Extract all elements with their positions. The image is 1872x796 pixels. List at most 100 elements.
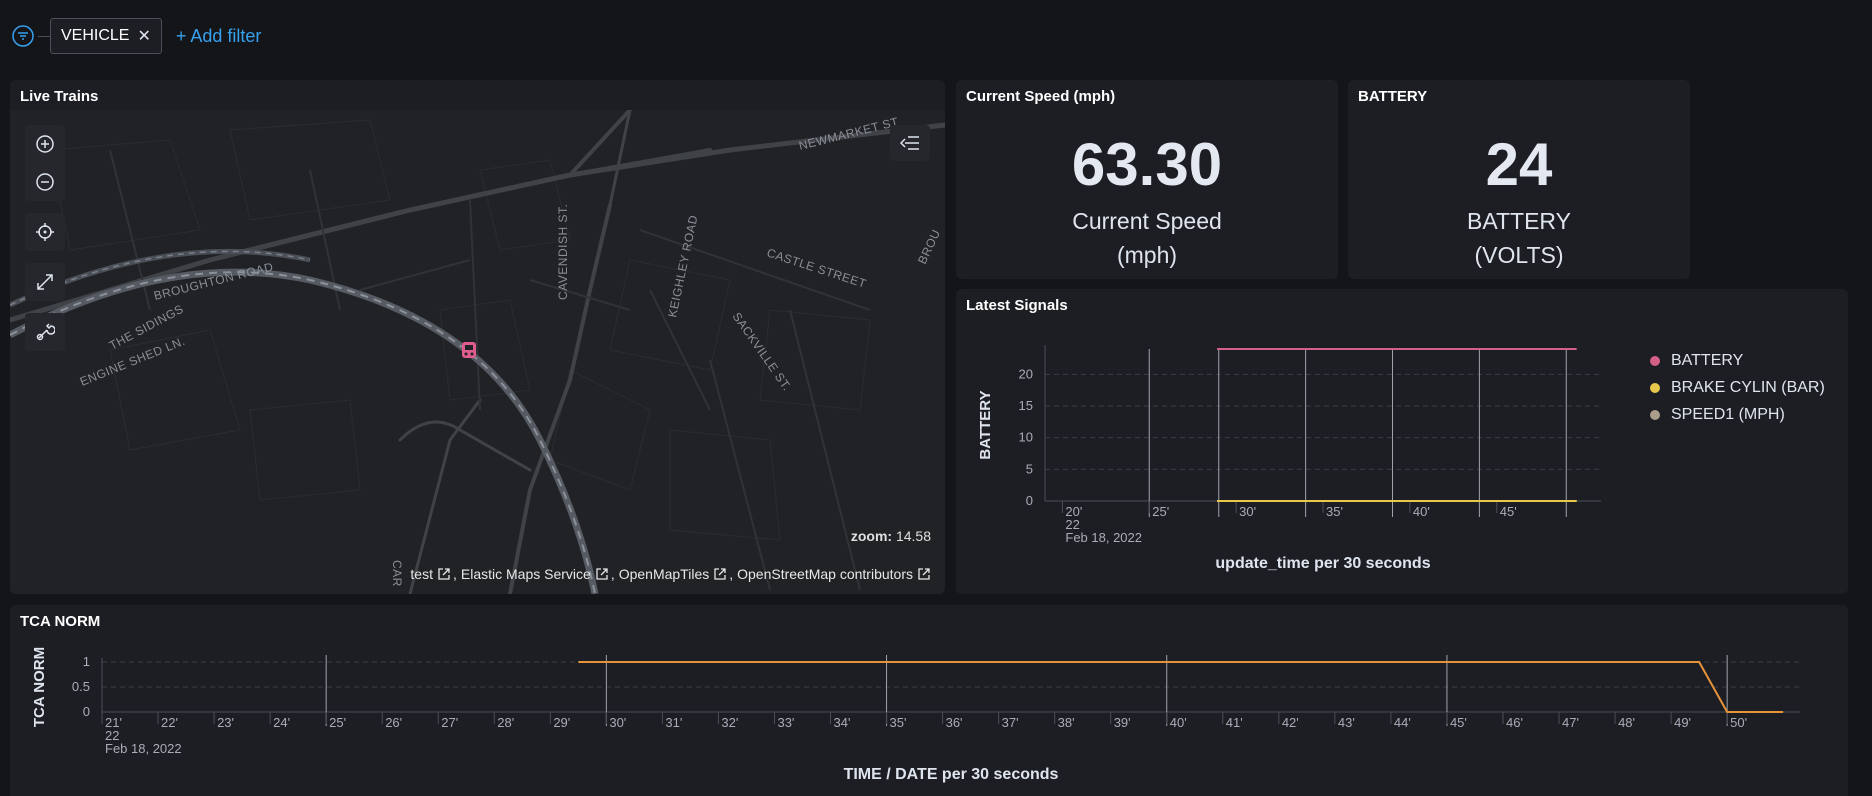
x-axis-title: TIME / DATE per 30 seconds: [844, 766, 1059, 783]
external-link-icon: [918, 568, 930, 580]
street-label: CAVENDISH ST.: [556, 204, 570, 300]
zoom-value: 14.58: [895, 528, 931, 544]
zoom-label: zoom:: [850, 528, 893, 544]
layers-toggle-button[interactable]: [890, 125, 930, 161]
x-tick-label: 45': [1450, 715, 1467, 730]
attribution-link[interactable]: Elastic Maps Service: [460, 566, 591, 582]
legend-label: BATTERY: [1671, 351, 1744, 369]
x-tick-label: 43': [1338, 715, 1355, 730]
x-tick-label: 22': [161, 715, 178, 730]
legend-label: SPEED1 (MPH): [1671, 405, 1785, 423]
x-date-label: Feb 18, 2022: [105, 741, 182, 756]
x-tick-label: 34': [834, 715, 851, 730]
latest-signals-panel: Latest Signals 0 5 10 15 20 20' 25' 30' 35' 40' 45…: [956, 289, 1848, 594]
y-tick-label: 15: [1019, 398, 1033, 413]
zoom-in-icon: [36, 135, 54, 153]
map-attribution: test , Elastic Maps Service , OpenMapTil…: [410, 566, 931, 582]
attribution-link[interactable]: OpenStreetMap contributors: [737, 566, 913, 582]
x-tick-label: 23': [217, 715, 234, 730]
attribution-link[interactable]: OpenMapTiles: [618, 566, 710, 582]
x-tick-label: 25': [329, 715, 346, 730]
legend-item-brake-cylin[interactable]: BRAKE CYLIN (BAR): [1650, 374, 1825, 401]
zoom-out-button[interactable]: [25, 163, 65, 201]
battery-metric-panel: BATTERY 24 BATTERY (VOLTS): [1348, 80, 1690, 279]
x-tick-label: 45': [1500, 504, 1517, 519]
train-marker-icon[interactable]: [462, 342, 476, 358]
tools-button[interactable]: [25, 313, 65, 351]
zoom-in-button[interactable]: [25, 125, 65, 163]
x-tick-label: 46': [1506, 715, 1523, 730]
add-filter-button[interactable]: + Add filter: [175, 25, 262, 46]
speed-metric-panel: Current Speed (mph) 63.30 Current Speed …: [956, 80, 1338, 279]
map-controls: [25, 125, 65, 351]
speed-label-line1: Current Speed: [1072, 208, 1222, 234]
series-line: [578, 661, 1784, 713]
legend-label: BRAKE CYLIN (BAR): [1671, 378, 1825, 396]
tca-chart[interactable]: 0 0.5 1 21' 22' 23' 24' 25' 26' 27' 28' 29' 30' 31' 32…: [10, 605, 1848, 796]
x-date-label: Feb 18, 2022: [1065, 530, 1142, 545]
legend-dot: [1650, 409, 1660, 420]
map-canvas[interactable]: NEWMARKET ST BROUGHTON ROAD THE SIDINGS …: [10, 110, 945, 594]
x-tick-label: 42': [1282, 715, 1299, 730]
x-tick-label: 35': [1326, 504, 1343, 519]
x-tick-label: 24': [273, 715, 290, 730]
signals-panel-title: Latest Signals: [966, 297, 1068, 314]
battery-label-line2: (VOLTS): [1474, 242, 1564, 268]
x-tick-label: 27': [441, 715, 458, 730]
x-tick-label: 25': [1152, 504, 1169, 519]
speed-label: Current Speed (mph): [956, 204, 1338, 272]
y-tick-label: 0.5: [72, 679, 90, 694]
battery-value: 24: [1485, 131, 1553, 198]
battery-label-line1: BATTERY: [1467, 208, 1571, 234]
x-tick-label: 50': [1730, 715, 1747, 730]
x-tick-label: 35': [890, 715, 907, 730]
x-tick-label: 48': [1618, 715, 1635, 730]
legend-dot: [1650, 382, 1660, 393]
filter-pill-label: VEHICLE: [61, 27, 130, 44]
fit-to-data-icon: [36, 223, 54, 241]
battery-panel-title: BATTERY: [1358, 88, 1428, 105]
filter-pill-vehicle[interactable]: VEHICLE ✕: [50, 18, 162, 54]
x-sub-label: 22: [1065, 517, 1079, 532]
legend-dot: [1650, 355, 1660, 366]
y-axis-title: BATTERY: [977, 390, 994, 459]
x-tick-label: 36': [946, 715, 963, 730]
external-link-icon: [714, 568, 726, 580]
x-tick-label: 44': [1394, 715, 1411, 730]
x-tick-label: 26': [385, 715, 402, 730]
zoom-readout: zoom: 14.58: [851, 528, 931, 544]
y-tick-label: 0: [1026, 493, 1033, 508]
attribution-link[interactable]: test: [410, 566, 433, 582]
legend-item-speed1[interactable]: SPEED1 (MPH): [1650, 401, 1825, 428]
x-tick-label: 32': [721, 715, 738, 730]
speed-value: 63.30: [1071, 131, 1223, 198]
map-panel: Live Trains: [10, 80, 945, 594]
street-label: CAR: [390, 560, 404, 587]
external-link-icon: [596, 568, 608, 580]
speed-panel-title: Current Speed (mph): [966, 88, 1116, 105]
legend-item-battery[interactable]: BATTERY: [1650, 347, 1825, 374]
y-axis-title: TCA NORM: [31, 647, 48, 727]
zoom-out-icon: [36, 173, 54, 191]
x-tick-label: 49': [1674, 715, 1691, 730]
x-tick-label: 40': [1170, 715, 1187, 730]
fullscreen-button[interactable]: [25, 263, 65, 301]
signals-legend: BATTERY BRAKE CYLIN (BAR) SPEED1 (MPH): [1650, 347, 1825, 428]
x-tick-label: 40': [1413, 504, 1430, 519]
filter-icon[interactable]: [12, 25, 34, 47]
close-icon[interactable]: ✕: [137, 28, 151, 45]
external-link-icon: [438, 568, 450, 580]
x-tick-label: 41': [1226, 715, 1243, 730]
x-tick-label: 20': [1065, 504, 1082, 519]
battery-label: BATTERY (VOLTS): [1348, 204, 1690, 272]
x-tick-label: 30': [609, 715, 626, 730]
x-tick-label: 33': [777, 715, 794, 730]
x-tick-label: 21': [105, 715, 122, 730]
x-tick-label: 30': [1239, 504, 1256, 519]
tca-panel-title: TCA NORM: [20, 613, 101, 630]
fit-to-data-button[interactable]: [25, 213, 65, 251]
filter-bar: VEHICLE ✕ + Add filter: [12, 18, 261, 54]
speed-label-line2: (mph): [1116, 242, 1178, 268]
layers-collapse-icon: [900, 136, 919, 150]
